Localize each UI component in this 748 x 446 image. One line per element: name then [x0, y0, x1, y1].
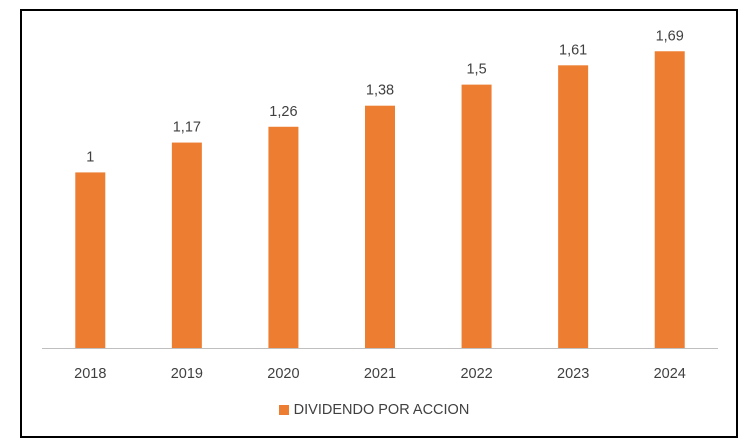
bar-2024 — [654, 51, 685, 348]
data-label-2023: 1,61 — [559, 42, 587, 58]
data-label-2020: 1,26 — [269, 104, 297, 120]
bar-2020 — [268, 126, 299, 348]
bar-2021 — [365, 105, 395, 348]
x-tick-label-2019: 2019 — [171, 366, 203, 382]
legend: DIVIDENDO POR ACCION — [0, 402, 748, 418]
bar-2019 — [171, 142, 202, 348]
x-tick-label-2022: 2022 — [460, 366, 492, 382]
legend-swatch — [278, 405, 289, 415]
x-tick-labels-layer: 2018 2019 2020 2021 2022 2023 2024 — [74, 366, 686, 382]
legend-label: DIVIDENDO POR ACCION — [293, 402, 470, 418]
data-label-2019: 1,17 — [173, 120, 201, 136]
x-tick-label-2018: 2018 — [74, 366, 106, 382]
data-label-2022: 1,5 — [466, 62, 486, 78]
data-label-2024: 1,69 — [656, 28, 684, 44]
x-tick-label-2020: 2020 — [267, 366, 299, 382]
bar-2023 — [558, 65, 589, 348]
bar-2018 — [75, 172, 106, 348]
data-label-2021: 1,38 — [366, 83, 394, 99]
data-labels-layer: 1 1,17 1,26 1,38 1,5 1,61 1,69 — [86, 28, 684, 165]
bars-layer — [75, 51, 685, 349]
bar-2022 — [461, 84, 492, 349]
data-label-2018: 1 — [86, 149, 94, 165]
x-tick-label-2021: 2021 — [364, 366, 396, 382]
x-tick-label-2024: 2024 — [654, 366, 686, 382]
x-tick-label-2023: 2023 — [557, 366, 589, 382]
